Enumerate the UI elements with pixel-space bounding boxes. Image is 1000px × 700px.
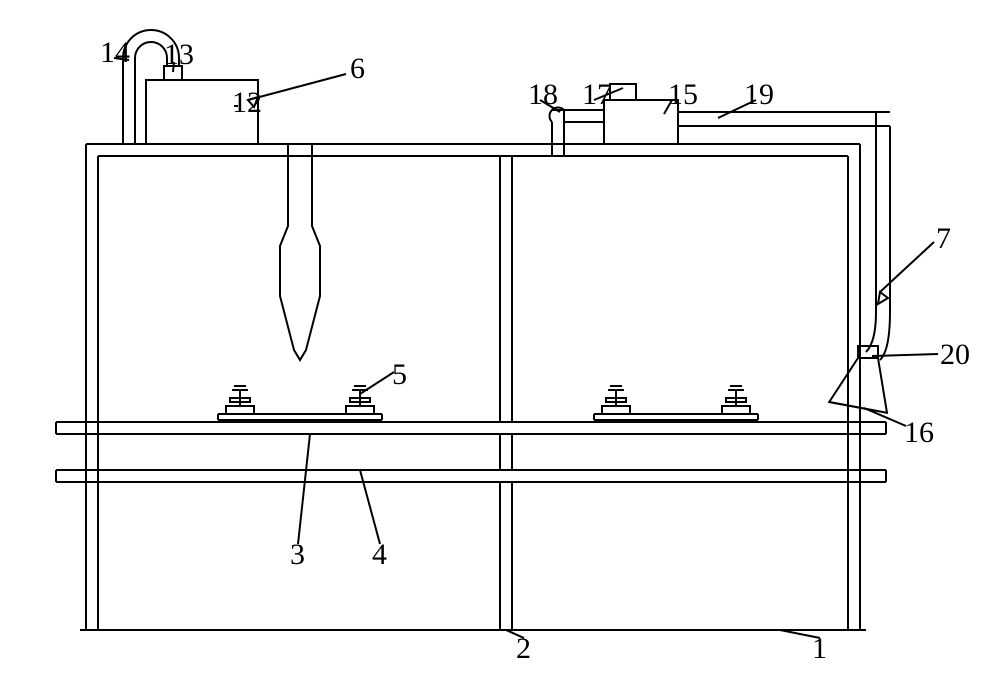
label-n17: 17 (582, 78, 612, 112)
label-n13: 13 (164, 38, 194, 72)
label-n4: 4 (372, 538, 387, 572)
label-n15: 15 (668, 78, 698, 112)
label-n18: 18 (528, 78, 558, 112)
label-n14: 14 (100, 36, 130, 70)
engineering-diagram (0, 0, 1000, 700)
label-n16: 16 (904, 416, 934, 450)
label-n2: 2 (516, 632, 531, 666)
label-n19: 19 (744, 78, 774, 112)
label-n12: 12 (232, 86, 262, 120)
label-n20: 20 (940, 338, 970, 372)
label-n7: 7 (936, 222, 951, 256)
label-n5: 5 (392, 358, 407, 392)
label-n3: 3 (290, 538, 305, 572)
label-n6: 6 (350, 52, 365, 86)
label-n1: 1 (812, 632, 827, 666)
